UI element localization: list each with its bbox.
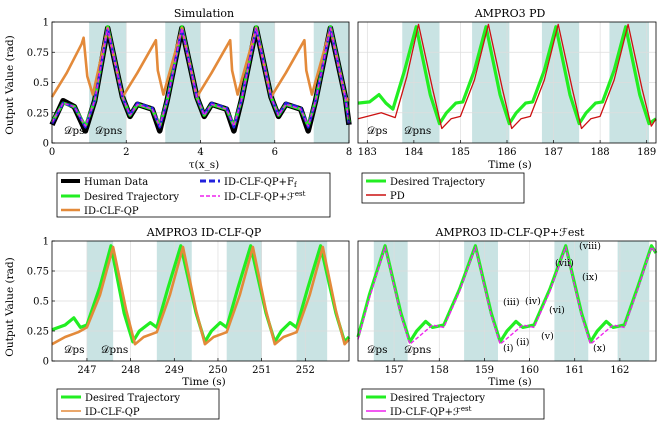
y-tick-label: 0	[43, 357, 49, 368]
legend-label-desired: Desired Trajectory	[390, 393, 485, 404]
legend-label-est: ID-CLF-QP+ℱest	[390, 405, 472, 418]
annotations: (i) (ii) (iii) (iv) (v) (vi) (vii) (viii…	[503, 241, 606, 354]
x-tick-label: 0	[49, 147, 55, 158]
panel-idclf: AMPRO3 ID-CLF-QP Output Value (rad) Time…	[4, 226, 351, 388]
x-tick-label: 162	[610, 365, 629, 376]
y-tick-label: 0.5	[33, 297, 49, 308]
chart-title: Simulation	[174, 7, 234, 20]
x-tick-label: 4	[197, 147, 203, 158]
x-tick-label: 2	[123, 147, 129, 158]
x-tick-label: 249	[165, 365, 184, 376]
y-tick-label: 0.25	[27, 327, 49, 338]
annotation-v: (v)	[541, 331, 554, 342]
panel-idclf-est: AMPRO3 ID-CLF-QP+ℱest Time (s) 157 158 159…	[356, 226, 658, 388]
annotation-vii: (vii)	[555, 258, 574, 269]
y-axis-label: Output Value (rad)	[4, 257, 16, 356]
legend-label-idclf-ff: ID-CLF-QP+Ff	[224, 177, 298, 189]
x-tick-label: 160	[520, 365, 539, 376]
x-tick-label: 158	[430, 365, 449, 376]
annotation-viii: (viii)	[579, 241, 601, 252]
x-tick-label: 184	[404, 147, 423, 158]
x-tick-label: 186	[497, 147, 516, 158]
x-tick-label: 188	[591, 147, 610, 158]
y-tick-label: 0.25	[27, 108, 49, 119]
annotation-iii: (iii)	[503, 297, 520, 308]
legend-label-pd: PD	[390, 191, 405, 202]
x-tick-label: 183	[358, 147, 377, 158]
phase-label-pns: 𝒟pns	[404, 125, 431, 137]
legend-label-idclf-est: ID-CLF-QP+ℱest	[224, 190, 306, 203]
series-line	[357, 25, 657, 126]
series-line	[357, 23, 657, 130]
annotation-i: (i)	[503, 343, 513, 354]
annotation-iv: (iv)	[525, 296, 541, 307]
x-tick-label: 251	[252, 365, 271, 376]
series-line	[356, 244, 658, 344]
x-tick-label: 248	[121, 365, 140, 376]
y-tick-label: 0.75	[27, 267, 49, 278]
legend-simulation: Human Data Desired Trajectory ID-CLF-QP …	[56, 172, 331, 218]
phase-label-pns: 𝒟pns	[404, 344, 431, 356]
legend-label-desired: Desired Trajectory	[84, 192, 179, 203]
x-tick-label: 185	[451, 147, 470, 158]
x-axis-label: Time (s)	[488, 376, 531, 388]
y-tick-label: 0	[43, 139, 49, 150]
legend-label-idclf: ID-CLF-QP	[84, 206, 139, 217]
legend-label-desired: Desired Trajectory	[390, 177, 485, 188]
phase-label-pns: 𝒟pns	[101, 344, 128, 356]
legend-pd: Desired Trajectory PD	[361, 172, 525, 204]
x-axis-label: Time (s)	[182, 376, 225, 388]
annotation-ii: (ii)	[516, 337, 530, 348]
x-tick-label: 157	[385, 365, 404, 376]
panel-simulation: Simulation Output Value (rad) τ(x_s) 0 0.…	[4, 7, 352, 171]
series-line	[51, 27, 350, 127]
x-tick-label: 159	[475, 365, 494, 376]
chart-title: AMPRO3 ID-CLF-QP	[146, 226, 262, 239]
series-line	[51, 245, 350, 346]
phase-label-ps: 𝒟ps	[367, 125, 388, 137]
y-tick-label: 0.5	[33, 78, 49, 89]
x-tick-label: 247	[77, 365, 96, 376]
x-tick-label: 189	[637, 147, 656, 158]
y-tick-label: 1	[43, 237, 49, 248]
x-tick-label: 252	[296, 365, 315, 376]
annotation-x: (x)	[593, 343, 606, 354]
y-axis-label: Output Value (rad)	[4, 35, 16, 134]
legend-est: Desired Trajectory ID-CLF-QP+ℱest	[361, 388, 545, 420]
panel-pd: AMPRO3 PD Time (s) 183 184 185 186 187 188 189…	[357, 7, 657, 171]
annotation-ix: (ix)	[582, 272, 598, 283]
x-tick-label: 8	[346, 147, 352, 158]
legend-label-desired: Desired Trajectory	[85, 393, 180, 404]
x-axis-label: Time (s)	[488, 159, 531, 171]
chart-title: AMPRO3 PD	[474, 7, 546, 20]
y-tick-label: 0.75	[27, 48, 49, 59]
chart-title: AMPRO3 ID-CLF-QP+ℱest	[435, 226, 586, 239]
x-tick-label: 250	[208, 365, 227, 376]
legend-idclf: Desired Trajectory ID-CLF-QP	[56, 388, 220, 420]
series-line	[357, 246, 657, 345]
phase-label-ps: 𝒟ps	[64, 125, 85, 137]
legend-label-idclf: ID-CLF-QP	[85, 407, 140, 418]
plot-frame	[357, 240, 657, 362]
legend-label-human: Human Data	[84, 177, 148, 188]
x-tick-label: 187	[544, 147, 563, 158]
annotation-vi: (vi)	[549, 305, 565, 316]
x-tick-label: 161	[565, 365, 584, 376]
phase-label-ps: 𝒟ps	[367, 344, 388, 356]
y-tick-label: 1	[43, 18, 49, 29]
phase-label-ps: 𝒟ps	[64, 344, 85, 356]
x-tick-label: 6	[272, 147, 278, 158]
phase-label-pns: 𝒟pns	[95, 125, 122, 137]
x-axis-label: τ(x_s)	[189, 159, 220, 171]
